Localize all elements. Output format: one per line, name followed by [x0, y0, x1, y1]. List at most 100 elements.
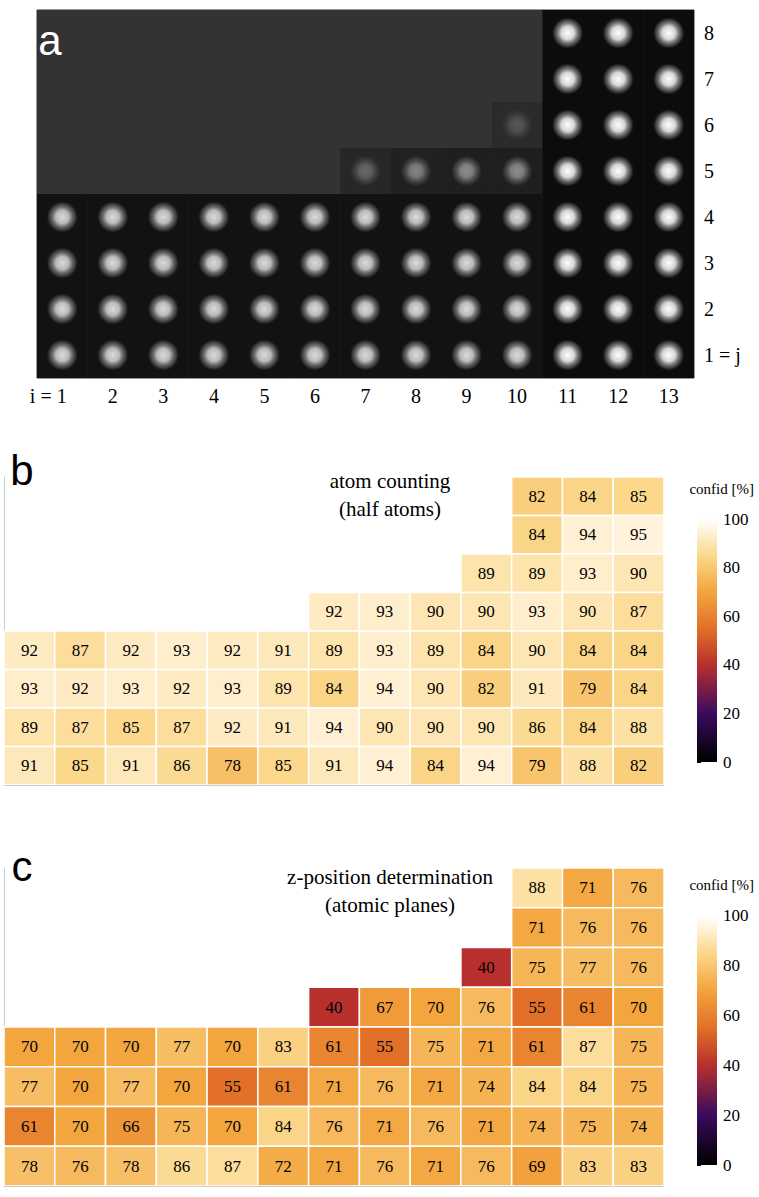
svg-text:7: 7 [704, 68, 714, 90]
svg-text:90: 90 [376, 718, 393, 737]
svg-text:93: 93 [529, 602, 546, 621]
svg-text:71: 71 [478, 1117, 495, 1136]
svg-text:70: 70 [122, 1037, 139, 1056]
svg-text:85: 85 [122, 718, 139, 737]
svg-text:70: 70 [427, 998, 444, 1017]
svg-text:87: 87 [72, 718, 90, 737]
svg-text:93: 93 [376, 602, 393, 621]
svg-text:84: 84 [579, 641, 597, 660]
svg-text:76: 76 [478, 998, 495, 1017]
svg-text:74: 74 [478, 1077, 496, 1096]
svg-text:71: 71 [326, 1157, 343, 1176]
svg-text:71: 71 [529, 918, 546, 937]
svg-text:40: 40 [326, 998, 343, 1017]
svg-text:70: 70 [224, 1117, 241, 1136]
svg-text:40: 40 [478, 958, 495, 977]
svg-text:87: 87 [579, 1037, 597, 1056]
svg-text:93: 93 [376, 641, 393, 660]
svg-text:55: 55 [376, 1037, 393, 1056]
svg-text:94: 94 [376, 756, 394, 775]
svg-text:90: 90 [427, 602, 444, 621]
svg-text:3: 3 [158, 385, 168, 407]
svg-text:92: 92 [122, 641, 139, 660]
svg-text:75: 75 [427, 1037, 444, 1056]
svg-text:78: 78 [21, 1157, 38, 1176]
svg-text:11: 11 [558, 385, 577, 407]
svg-text:80: 80 [723, 956, 740, 975]
svg-text:76: 76 [376, 1157, 393, 1176]
svg-text:40: 40 [723, 1056, 740, 1075]
svg-text:13: 13 [659, 385, 679, 407]
svg-text:9: 9 [462, 385, 472, 407]
svg-text:90: 90 [427, 679, 444, 698]
svg-text:74: 74 [630, 1117, 648, 1136]
svg-text:83: 83 [579, 1157, 596, 1176]
svg-text:61: 61 [275, 1077, 292, 1096]
svg-text:84: 84 [529, 1077, 547, 1096]
svg-text:75: 75 [630, 1037, 647, 1056]
svg-text:70: 70 [72, 1037, 89, 1056]
svg-text:95: 95 [630, 525, 647, 544]
svg-text:20: 20 [723, 704, 740, 723]
svg-text:0: 0 [723, 753, 732, 772]
svg-text:6: 6 [704, 114, 714, 136]
svg-text:82: 82 [630, 756, 647, 775]
svg-text:84: 84 [579, 1077, 597, 1096]
svg-text:20: 20 [723, 1106, 740, 1125]
svg-text:8: 8 [704, 22, 714, 44]
svg-text:85: 85 [630, 487, 647, 506]
svg-text:80: 80 [723, 558, 740, 577]
svg-text:71: 71 [478, 1037, 495, 1056]
svg-text:91: 91 [122, 756, 139, 775]
svg-text:84: 84 [630, 641, 648, 660]
svg-text:89: 89 [326, 641, 343, 660]
svg-text:86: 86 [529, 718, 546, 737]
svg-text:87: 87 [173, 718, 191, 737]
svg-text:90: 90 [630, 564, 647, 583]
svg-text:76: 76 [579, 918, 596, 937]
svg-text:76: 76 [630, 958, 647, 977]
svg-text:82: 82 [478, 679, 495, 698]
svg-text:83: 83 [275, 1037, 292, 1056]
svg-text:75: 75 [579, 1117, 596, 1136]
svg-text:85: 85 [72, 756, 89, 775]
svg-text:76: 76 [376, 1077, 393, 1096]
svg-text:79: 79 [529, 756, 546, 775]
svg-text:92: 92 [224, 718, 241, 737]
svg-text:77: 77 [579, 958, 597, 977]
svg-text:70: 70 [630, 998, 647, 1017]
svg-text:85: 85 [275, 756, 292, 775]
svg-text:b: b [10, 447, 33, 494]
svg-text:88: 88 [579, 756, 596, 775]
svg-text:90: 90 [579, 602, 596, 621]
svg-text:88: 88 [630, 718, 647, 737]
svg-text:2: 2 [108, 385, 118, 407]
svg-text:7: 7 [361, 385, 371, 407]
svg-text:94: 94 [326, 718, 344, 737]
svg-text:89: 89 [275, 679, 292, 698]
svg-text:4: 4 [704, 206, 714, 228]
svg-text:61: 61 [21, 1117, 38, 1136]
svg-text:88: 88 [529, 878, 546, 897]
svg-text:76: 76 [427, 1117, 444, 1136]
svg-text:83: 83 [630, 1157, 647, 1176]
svg-text:87: 87 [224, 1157, 242, 1176]
svg-text:0: 0 [723, 1156, 732, 1175]
svg-text:94: 94 [376, 679, 394, 698]
svg-text:89: 89 [478, 564, 495, 583]
svg-text:69: 69 [529, 1157, 546, 1176]
svg-text:100: 100 [723, 510, 749, 529]
svg-text:93: 93 [21, 679, 38, 698]
svg-text:91: 91 [529, 679, 546, 698]
svg-text:91: 91 [21, 756, 38, 775]
svg-text:12: 12 [608, 385, 628, 407]
svg-text:67: 67 [376, 998, 394, 1017]
svg-text:75: 75 [173, 1117, 190, 1136]
svg-text:60: 60 [723, 607, 740, 626]
svg-text:94: 94 [579, 525, 597, 544]
svg-text:90: 90 [529, 641, 546, 660]
svg-text:71: 71 [427, 1077, 444, 1096]
svg-text:55: 55 [529, 998, 546, 1017]
svg-text:84: 84 [529, 525, 547, 544]
svg-text:61: 61 [326, 1037, 343, 1056]
